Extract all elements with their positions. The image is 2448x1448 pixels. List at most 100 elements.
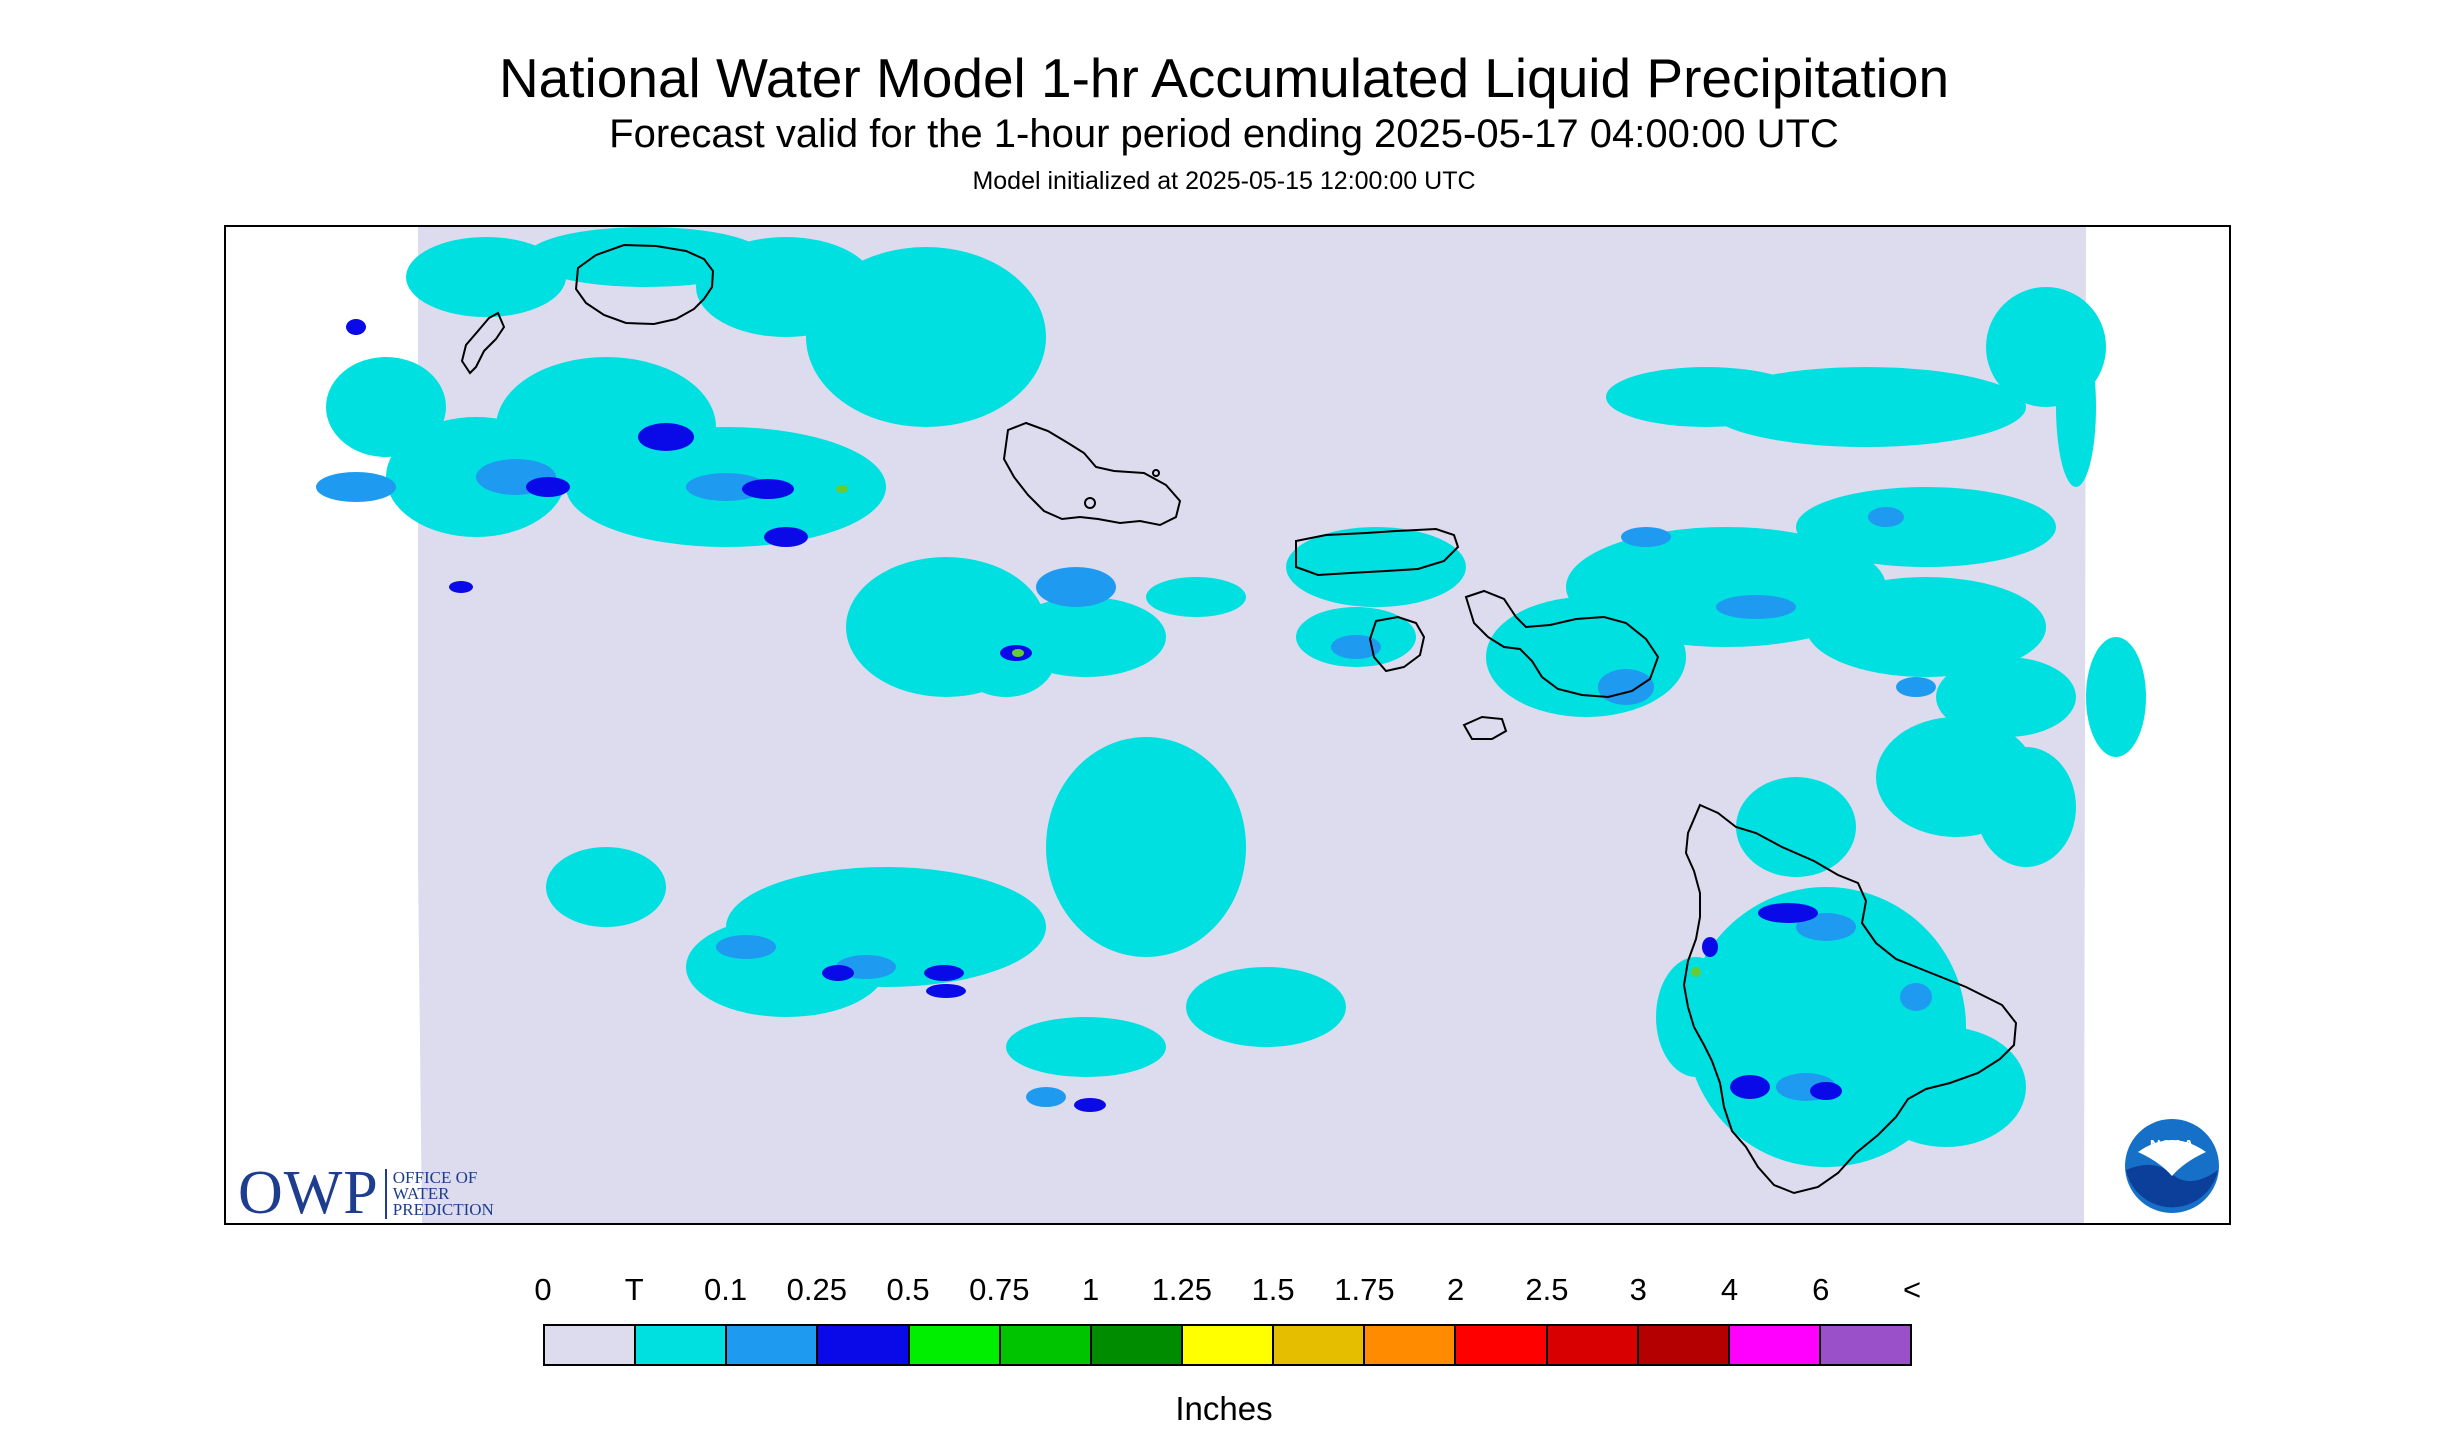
colorbar-tick-label: 1.75	[1334, 1272, 1395, 1307]
colorbar-swatch	[1000, 1326, 1092, 1364]
owp-logo-line3: PREDICTION	[392, 1199, 494, 1219]
trace-rain-area	[2086, 637, 2146, 757]
colorbar-swatch	[1456, 1326, 1548, 1364]
colorbar-tick-label: 2.5	[1525, 1272, 1569, 1307]
molokai-coastline	[1295, 527, 1460, 577]
heavy-rain-spot	[1012, 649, 1024, 657]
trace-rain-area	[326, 357, 446, 457]
trace-rain-area	[1866, 1027, 2026, 1147]
trace-rain-area	[1286, 527, 1466, 607]
moderate-rain-core	[346, 319, 366, 335]
colorbar-swatch	[909, 1326, 1001, 1364]
trace-rain-area	[1606, 367, 1806, 427]
light-rain-cell	[1796, 913, 1856, 941]
trace-rain-area	[1656, 957, 1736, 1077]
colorbar-swatch	[545, 1326, 637, 1364]
colorbar-tick-label: 0.1	[703, 1272, 748, 1307]
colorbar-tick-label: 0.25	[786, 1272, 847, 1307]
moderate-rain-core	[1074, 1098, 1106, 1112]
colorbar-swatch	[818, 1326, 910, 1364]
colorbar-swatch	[727, 1326, 819, 1364]
colorbar-tick-label: 2	[1447, 1272, 1465, 1307]
island-coastlines	[460, 243, 2018, 1195]
trace-rain-area	[1796, 487, 2056, 567]
colorbar-tick-label: 0.5	[886, 1272, 930, 1307]
moderate-rain-core	[924, 965, 964, 981]
moderate-rain-core	[764, 527, 808, 547]
moderate-rain-core	[742, 479, 794, 499]
moderate-rain-core	[822, 965, 854, 981]
precip-map-canvas	[316, 227, 2146, 1223]
colorbar-tick-label: 0.75	[969, 1272, 1030, 1307]
trace-rain-area	[1046, 737, 1246, 957]
moderate-rain-core	[449, 581, 473, 593]
owp-logo-line2: WATER	[392, 1183, 450, 1203]
colorbar-tick-label: 1.25	[1151, 1272, 1213, 1307]
niihau-coastline	[460, 311, 506, 375]
light-rain-cell	[1868, 507, 1904, 527]
noaa-logo-text: NOAA	[2150, 1137, 2194, 1154]
maui-coastline	[1464, 589, 1660, 699]
noaa-seal-icon: NOAA	[2125, 1119, 2219, 1213]
trace-rain-area	[1146, 577, 1246, 617]
trace-rain-area	[806, 247, 1046, 427]
light-rain-cell	[1331, 635, 1381, 659]
colorbar-labels: 0 T 0.1 0.25 0.5 0.75 1 1.25 1.5 1.75 2 2.5 3 4 6 <	[0, 1272, 2448, 1312]
trace-rain-area	[1806, 577, 2046, 677]
light-rain-cell	[1621, 527, 1671, 547]
pearl-harbor-mark	[1084, 497, 1096, 509]
light-rain-cell	[1896, 677, 1936, 697]
lanai-coastline	[1368, 615, 1426, 673]
trace-rain-area	[1936, 657, 2076, 737]
kaneohe-mark	[1152, 469, 1160, 477]
hawaii-island-coastline	[1682, 803, 2018, 1195]
colorbar-swatch	[1729, 1326, 1821, 1364]
colorbar-swatch	[1638, 1326, 1730, 1364]
colorbar-tick-label: <	[1902, 1272, 1922, 1307]
moderate-rain-core	[638, 423, 694, 451]
colorbar-tick-label: 0	[534, 1272, 552, 1307]
oahu-coastline	[1002, 421, 1182, 527]
trace-rain-area	[1006, 1017, 1166, 1077]
moderate-rain-core	[926, 984, 966, 998]
kauai-coastline	[574, 243, 715, 326]
trace-rain-area	[1186, 967, 1346, 1047]
light-rain-cell	[1026, 1087, 1066, 1107]
colorbar-swatch	[1182, 1326, 1275, 1364]
model-init-line: Model initialized at 2025-05-15 12:00:00…	[972, 167, 1476, 195]
trace-rain-area	[2056, 327, 2096, 487]
moderate-rain-core	[526, 477, 570, 497]
colorbar-swatch	[1820, 1326, 1911, 1364]
colorbar-swatch	[1547, 1326, 1639, 1364]
moderate-rain-core	[1758, 903, 1818, 923]
map-subtitle: Forecast valid for the 1-hour period end…	[609, 112, 1839, 156]
heavy-rain-spot	[1691, 967, 1701, 977]
heavy-rain-spot	[836, 485, 848, 493]
colorbar-tick-label: 3	[1629, 1272, 1647, 1307]
colorbar-tick-label: 1	[1081, 1272, 1100, 1307]
owp-logo-divider	[384, 1168, 387, 1219]
light-rain-cell	[716, 935, 776, 959]
moderate-rain-core	[1730, 1075, 1770, 1099]
precipitation-map	[224, 225, 2231, 1225]
trace-rain-area	[1976, 747, 2076, 867]
trace-rain-area	[546, 847, 666, 927]
colorbar-swatch	[1091, 1326, 1183, 1364]
owp-logo-line1: OFFICE OF	[392, 1167, 478, 1187]
owp-logo-mark: OWP	[238, 1159, 379, 1227]
light-rain-cell	[1598, 669, 1654, 705]
light-rain-cell	[1716, 595, 1796, 619]
moderate-rain-core	[1702, 937, 1718, 957]
colorbar-swatch	[636, 1326, 728, 1364]
colorbar	[543, 1324, 1912, 1366]
colorbar-swatch	[1365, 1326, 1457, 1364]
trace-rain-area	[1566, 527, 1886, 647]
owp-logo-text: OFFICE OF WATER PREDICTION	[392, 1167, 494, 1219]
colorbar-tick-label: 4	[1720, 1272, 1739, 1307]
light-rain-cell	[1900, 983, 1932, 1011]
precipitation-field	[316, 227, 2146, 1167]
colorbar-tick-label: T	[624, 1272, 644, 1307]
moderate-rain-core	[1810, 1082, 1842, 1100]
trace-rain-area	[1736, 777, 1856, 877]
colorbar-swatch	[1274, 1326, 1366, 1364]
